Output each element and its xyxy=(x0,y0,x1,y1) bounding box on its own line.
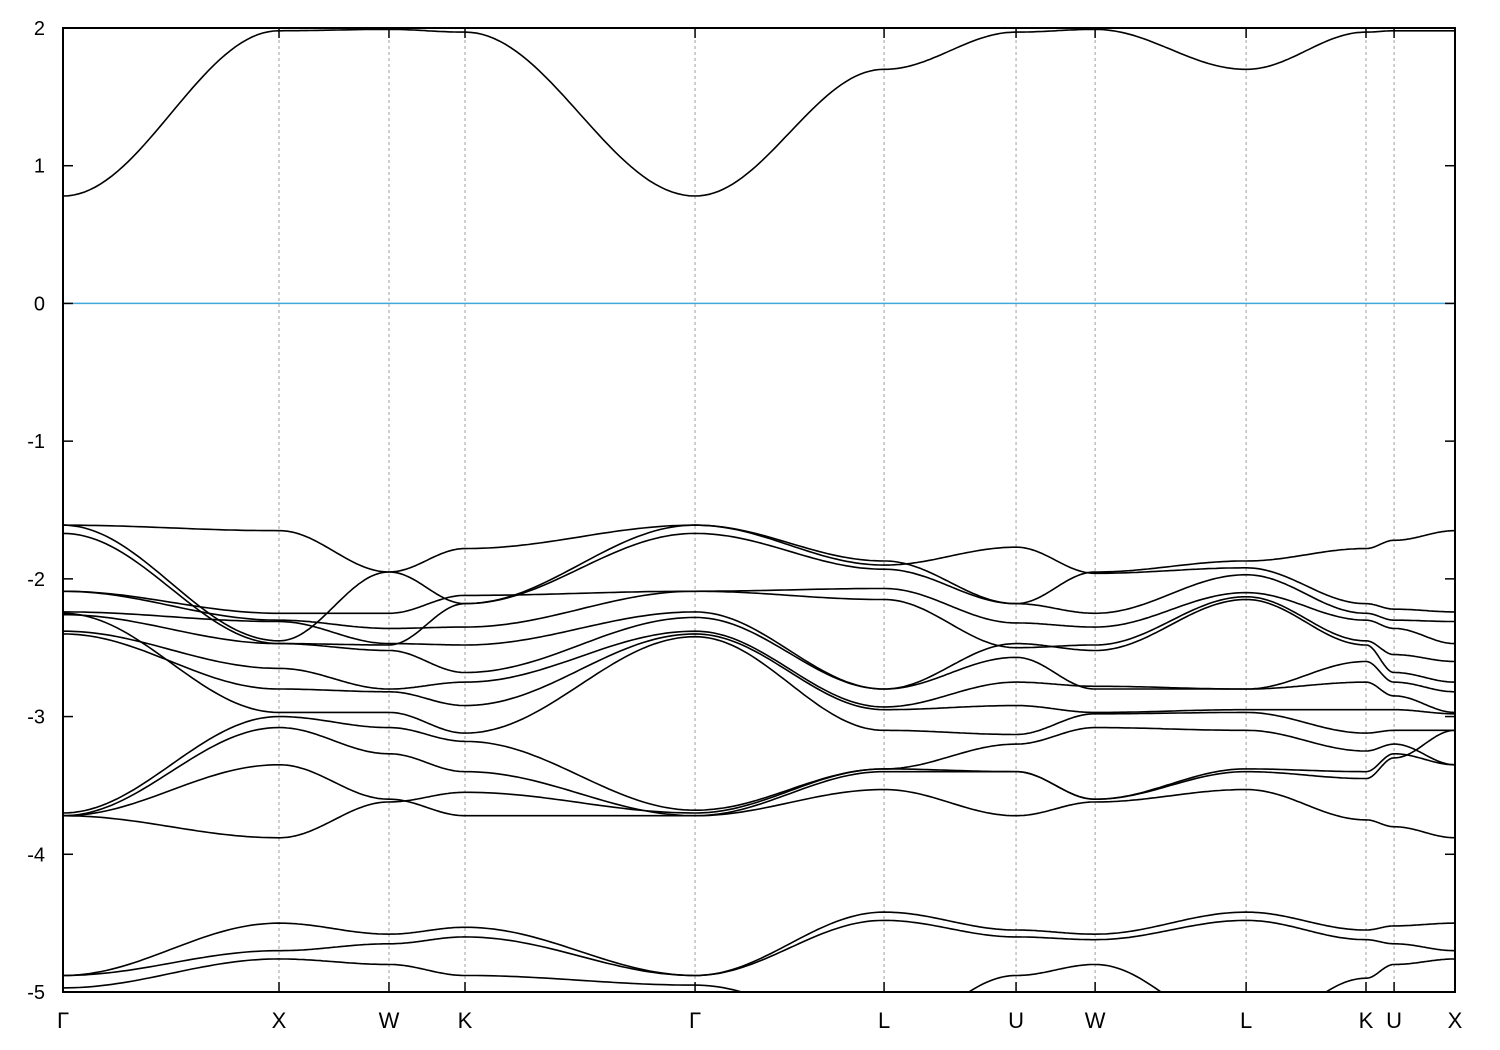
band-line xyxy=(63,715,1455,814)
band-line xyxy=(63,613,1455,693)
band-line xyxy=(63,612,1455,736)
band-line xyxy=(63,729,1455,839)
kpoint-label: X xyxy=(1448,1008,1463,1033)
bands xyxy=(63,28,1455,992)
kpoint-label: W xyxy=(379,1008,400,1033)
band-line xyxy=(63,524,1455,642)
kpoint-gridlines xyxy=(278,28,1395,992)
band-line xyxy=(63,587,1455,645)
kpoint-label: Γ xyxy=(689,1008,701,1033)
y-tick-label: -4 xyxy=(27,844,45,866)
y-tick-label: 1 xyxy=(34,156,45,178)
kpoint-label: W xyxy=(1085,1008,1106,1033)
band-line xyxy=(63,764,1455,839)
band-line xyxy=(63,590,1455,663)
kpoint-label: U xyxy=(1386,1008,1402,1033)
y-tick-label: -1 xyxy=(27,431,45,453)
kpoint-label: L xyxy=(1240,1008,1252,1033)
kpoint-label: L xyxy=(878,1008,890,1033)
kpoint-label: Γ xyxy=(57,1008,69,1033)
plot-frame xyxy=(62,27,1456,993)
band-line xyxy=(63,28,1455,197)
band-line xyxy=(63,958,1455,992)
band-line xyxy=(63,726,1455,817)
y-tick-label: 0 xyxy=(34,293,45,315)
y-tick-label: -2 xyxy=(27,569,45,591)
y-tick-label: 2 xyxy=(34,18,45,40)
kpoint-label: K xyxy=(1359,1008,1374,1033)
kpoint-label: U xyxy=(1008,1008,1024,1033)
band-line xyxy=(63,598,1455,690)
y-axis: 2 1 0 -1 -2 -3 -4 -5 xyxy=(27,18,1455,1004)
band-line xyxy=(63,630,1455,714)
band-line xyxy=(63,524,1455,605)
band-line xyxy=(63,532,1455,646)
band-line xyxy=(63,633,1455,715)
y-tick-label: -5 xyxy=(27,982,45,1004)
kpoint-label: K xyxy=(458,1008,473,1033)
y-tick-label: -3 xyxy=(27,707,45,729)
band-line xyxy=(63,911,1455,977)
kpoint-label: X xyxy=(272,1008,287,1033)
band-line xyxy=(63,919,1455,977)
